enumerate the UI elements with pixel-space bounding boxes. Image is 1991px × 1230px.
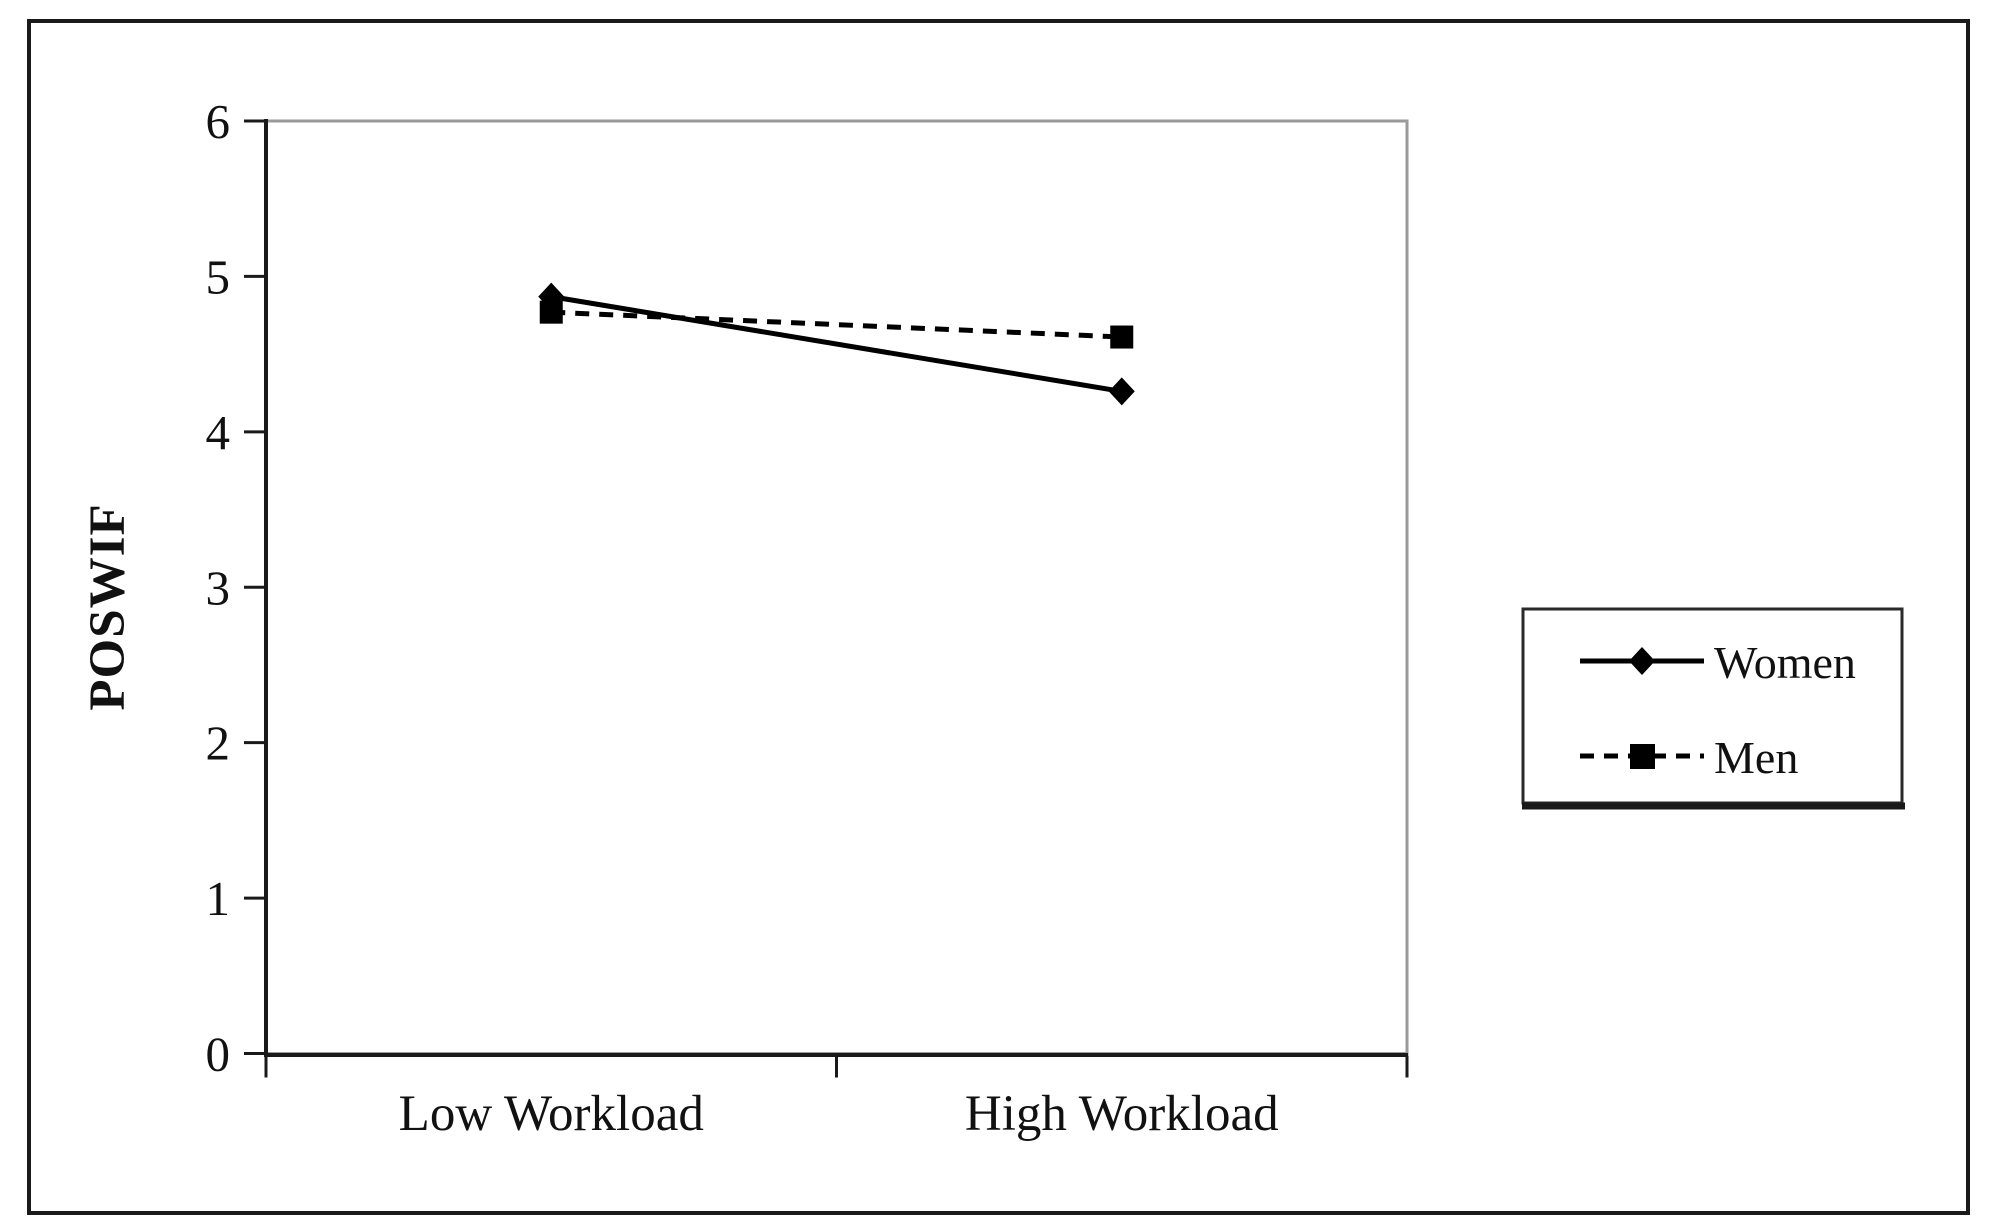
plot-area-border [264, 119, 1409, 1057]
y-tick-label: 1 [206, 871, 231, 926]
x-category-label: Low Workload [399, 1086, 704, 1142]
y-tick-label: 3 [206, 560, 231, 615]
legend-label-women: Women [1714, 637, 1856, 688]
legend-item-men: Men [1580, 732, 1798, 783]
figure-border [27, 19, 1970, 1215]
x-axis-category-labels: Low Workload High Workload [399, 1086, 1279, 1142]
y-axis-ticks: 0 1 2 3 4 5 6 [206, 94, 266, 1082]
x-axis-ticks [264, 1055, 1409, 1078]
y-tick-label: 4 [206, 405, 231, 460]
legend-label-men: Men [1714, 732, 1798, 783]
legend-item-women: Women [1580, 637, 1856, 688]
y-tick-label: 6 [206, 94, 231, 149]
square-marker-icon [1110, 325, 1134, 349]
diamond-marker-icon [1108, 377, 1135, 406]
square-marker-icon [539, 300, 563, 324]
x-category-label: High Workload [965, 1086, 1279, 1142]
data-series [538, 282, 1135, 406]
legend-men-square-marker-icon [1630, 744, 1655, 769]
series-line-men [551, 309, 1122, 340]
plot-frame-rect [264, 119, 1409, 1055]
y-tick-label: 0 [206, 1027, 231, 1082]
series-line-women [550, 294, 1123, 394]
y-tick-label: 5 [206, 249, 231, 304]
legend-women-diamond-marker-icon [1629, 647, 1655, 675]
y-tick-label: 2 [206, 716, 231, 771]
legend: Women Men [1521, 607, 1905, 810]
y-axis-title: POSWIF [80, 503, 136, 710]
legend-box [1521, 607, 1904, 805]
